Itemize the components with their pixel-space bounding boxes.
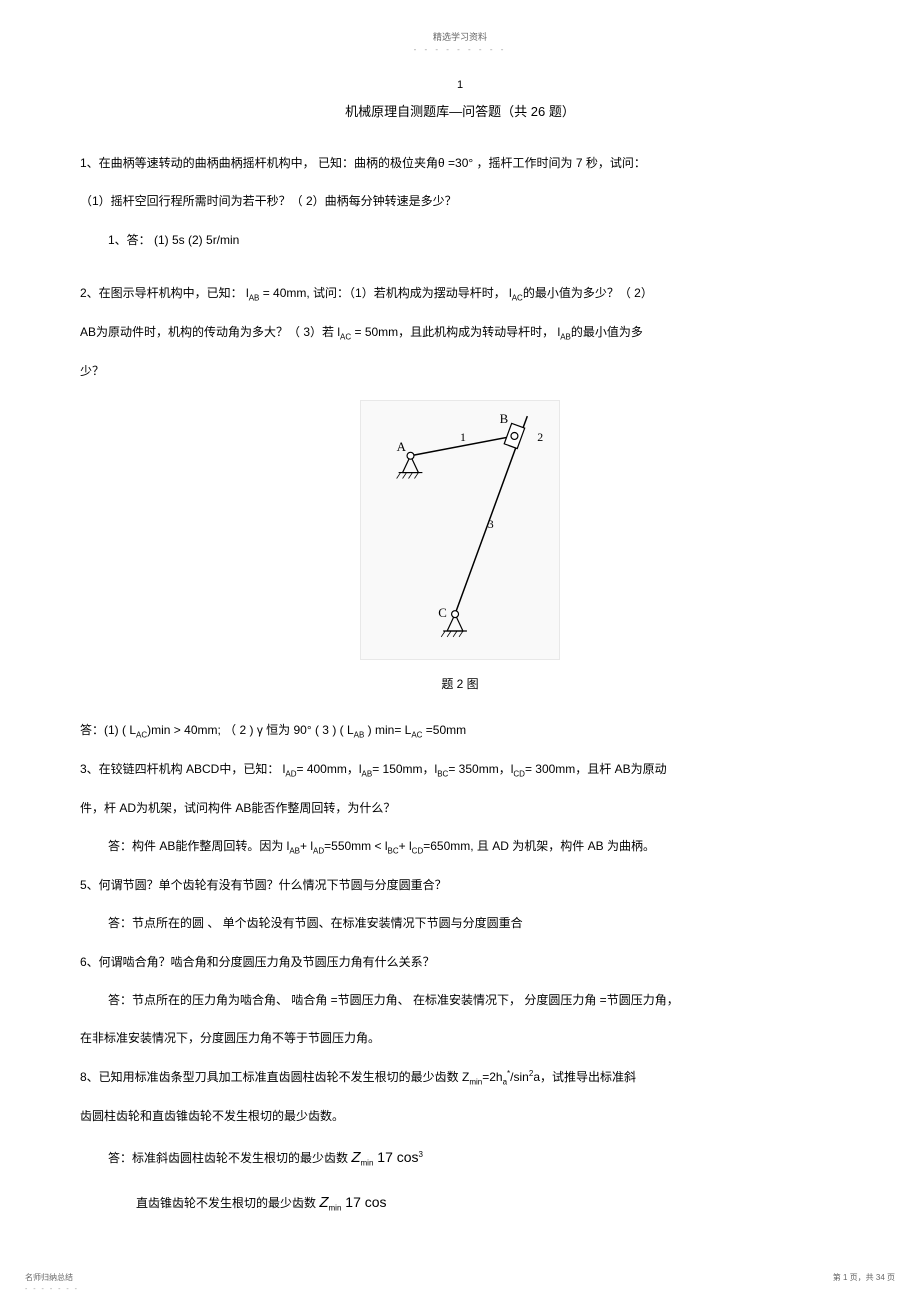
- q3-l1-e: = 300mm，且杆 AB为原动: [525, 762, 667, 776]
- q8-answer2: 直齿锥齿轮不发生根切的最少齿数 Zmin 17 cos: [80, 1186, 840, 1219]
- q8-ans2-a: 直齿锥齿轮不发生根切的最少齿数: [136, 1196, 319, 1210]
- q3-ans-e: =650mm, 且 AD 为机架，构件 AB 为曲柄。: [423, 839, 655, 853]
- q6-answer1: 答：节点所在的压力角为啮合角、 啮合角 =节圆压力角、 在标准安装情况下， 分度…: [80, 987, 840, 1013]
- q2-answer: 答：(1) ( LAC)min > 40mm; （ 2 ) γ 恒为 90° (…: [80, 717, 840, 744]
- svg-text:2: 2: [537, 429, 543, 443]
- q1-line2: （1）摇杆空回行程所需时间为若干秒？（ 2）曲柄每分钟转速是多少？: [80, 188, 840, 214]
- q6-answer2: 在非标准安装情况下，分度圆压力角不等于节圆压力角。: [80, 1025, 840, 1051]
- q2-ans-sub3: AC: [411, 730, 422, 739]
- q3-l1-a: 3、在铰链四杆机构 ABCD中，已知： l: [80, 762, 285, 776]
- q3-line1: 3、在铰链四杆机构 ABCD中，已知： lAD= 400mm，lAB= 150m…: [80, 756, 840, 783]
- figure-2-caption: 题 2 图: [80, 675, 840, 692]
- q2-l2-a: AB为原动件时，机构的传动角为多大？（ 3）若 l: [80, 325, 340, 339]
- footer-left: 名师归纳总结: [25, 1272, 73, 1283]
- q2-ans-sub1: AC: [136, 730, 147, 739]
- q2-ans-a: 答：(1) ( L: [80, 723, 136, 737]
- q2-l2-c: 的最小值为多: [571, 325, 643, 339]
- q3-answer: 答：构件 AB能作整周回转。因为 lAB+ lAD=550mm < lBC+ l…: [80, 833, 840, 860]
- q2-l1-a: 2、在图示导杆机构中，已知： l: [80, 286, 249, 300]
- q8-l1-d: a，试推导出标准斜: [533, 1070, 636, 1084]
- q3-ans-b: + l: [300, 839, 313, 853]
- q2-l1-b: = 40mm, 试问：（1）若机构成为摆动导杆时， l: [259, 286, 511, 300]
- svg-text:A: A: [397, 439, 407, 453]
- figure-2-container: A B C 1 2 3: [80, 400, 840, 665]
- q5-line1: 5、何谓节圆？单个齿轮有没有节圆？什么情况下节圆与分度圆重合？: [80, 872, 840, 898]
- q2-l1-c: 的最小值为多少？（ 2）: [523, 286, 653, 300]
- footer-right: 第 1 页，共 34 页: [833, 1272, 895, 1283]
- top-header-label: 精选学习资料: [80, 30, 840, 43]
- q2-ans-d: =50mm: [422, 723, 466, 737]
- q8-ans1-sub: min: [361, 1159, 374, 1168]
- q8-ans1-sup: 3: [419, 1150, 423, 1159]
- svg-text:1: 1: [460, 429, 466, 443]
- q1-line1: 1、在曲柄等速转动的曲柄曲柄摇杆机构中， 已知：曲柄的极位夹角θ =30° ，摇…: [80, 150, 840, 176]
- q3-ans-sub2: AD: [313, 846, 324, 855]
- q5-answer: 答：节点所在的圆 、 单个齿轮没有节圆、在标准安装情况下节圆与分度圆重合: [80, 910, 840, 936]
- q8-l1-b: =2h: [482, 1070, 502, 1084]
- q2-line2: AB为原动件时，机构的传动角为多大？（ 3）若 lAC = 50mm，且此机构成…: [80, 319, 840, 346]
- page-number: 1: [80, 79, 840, 91]
- top-header-dots: - - - - - - - - -: [80, 45, 840, 54]
- q3-sub1: AD: [285, 769, 296, 778]
- q2-line3: 少？: [80, 358, 840, 384]
- q8-answer1: 答：标准斜齿圆柱齿轮不发生根切的最少齿数 Zmin 17 cos3: [80, 1141, 840, 1174]
- q8-sub2: a: [503, 1077, 507, 1086]
- q3-line2: 件，杆 AD为机架，试问构件 AB能否作整周回转，为什么？: [80, 795, 840, 821]
- figure-2-svg: A B C 1 2 3: [360, 400, 560, 660]
- q1-answer: 1、答： (1) 5s (2) 5r/min: [80, 227, 840, 253]
- q8-ans1-c: 17 cos: [373, 1149, 418, 1165]
- q3-l1-b: = 400mm，l: [296, 762, 361, 776]
- q3-sub2: AB: [362, 769, 373, 778]
- document-title: 机械原理自测题库—问答题（共 26 题）: [80, 101, 840, 120]
- q8-ans1-a: 答：标准斜齿圆柱齿轮不发生根切的最少齿数: [108, 1151, 351, 1165]
- q8-l1-c: /sin: [510, 1070, 529, 1084]
- q8-ans2-b: Z: [319, 1194, 328, 1211]
- q8-ans2-c: 17 cos: [341, 1194, 386, 1210]
- q3-sub4: CD: [513, 769, 525, 778]
- q2-ans-c: ) min= L: [364, 723, 411, 737]
- q2-sub1: AB: [249, 294, 260, 303]
- q2-l2-b: = 50mm，且此机构成为转动导杆时， l: [351, 325, 560, 339]
- q3-l1-d: = 350mm，l: [448, 762, 513, 776]
- footer-left-dots: - - - - - - -: [25, 1286, 79, 1293]
- q8-l1-a: 8、已知用标准齿条型刀具加工标准直齿圆柱齿轮不发生根切的最少齿数 Z: [80, 1070, 469, 1084]
- svg-text:C: C: [438, 606, 447, 620]
- q3-ans-sub1: AB: [289, 846, 300, 855]
- svg-text:3: 3: [488, 517, 494, 531]
- q8-line2: 齿圆柱齿轮和直齿锥齿轮不发生根切的最少齿数。: [80, 1103, 840, 1129]
- q2-sub4: AB: [560, 333, 571, 342]
- q2-ans-sub2: AB: [354, 730, 365, 739]
- q8-ans1-b: Z: [351, 1149, 360, 1166]
- q6-line1: 6、何谓啮合角？啮合角和分度圆压力角及节圆压力角有什么关系？: [80, 949, 840, 975]
- q3-ans-d: + l: [399, 839, 412, 853]
- q8-line1: 8、已知用标准齿条型刀具加工标准直齿圆柱齿轮不发生根切的最少齿数 Zmin=2h…: [80, 1064, 840, 1091]
- q3-ans-c: =550mm < l: [324, 839, 387, 853]
- q3-ans-sub3: BC: [388, 846, 399, 855]
- q2-line1: 2、在图示导杆机构中，已知： lAB = 40mm, 试问：（1）若机构成为摆动…: [80, 280, 840, 307]
- q2-sub2: AC: [512, 294, 523, 303]
- q3-ans-sub4: CD: [412, 846, 424, 855]
- svg-text:B: B: [500, 412, 509, 426]
- q2-ans-b: )min > 40mm; （ 2 ) γ 恒为 90° ( 3 ) ( L: [147, 723, 354, 737]
- q8-ans2-sub: min: [329, 1204, 342, 1213]
- q3-ans-a: 答：构件 AB能作整周回转。因为 l: [108, 839, 289, 853]
- q8-sub1: min: [469, 1077, 482, 1086]
- q2-sub3: AC: [340, 333, 351, 342]
- q3-sub3: BC: [437, 769, 448, 778]
- q3-l1-c: = 150mm，l: [372, 762, 437, 776]
